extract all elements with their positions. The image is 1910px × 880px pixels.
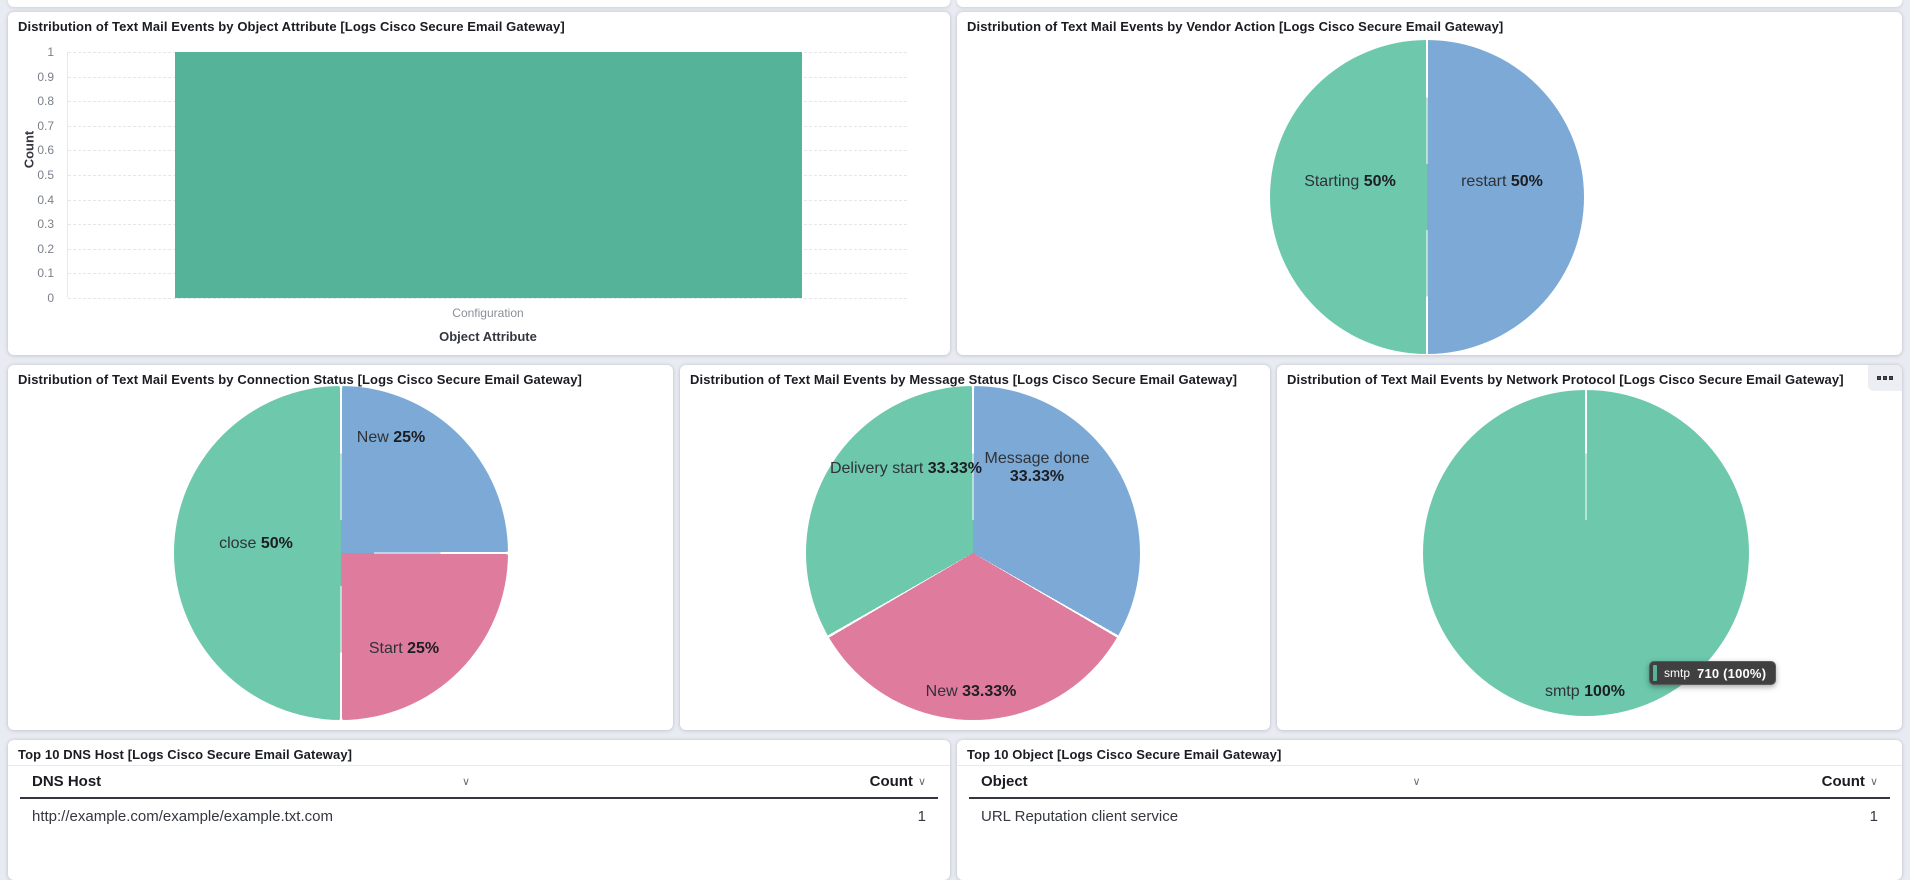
pie-slice-label: restart 50% — [1461, 173, 1543, 190]
table-body: http://example.com/example/example.txt.c… — [8, 799, 950, 833]
column-label: DNS Host — [32, 773, 102, 790]
message-status-pie[interactable]: Message done 33.33% New 33.33% Delivery sta… — [806, 386, 1140, 720]
chevron-down-icon[interactable]: ∨ — [461, 776, 471, 788]
panel-network-protocol: Distribution of Text Mail Events by Netw… — [1277, 365, 1902, 730]
pie-slice-label: New 33.33% — [925, 683, 1017, 700]
vendor-action-pie[interactable]: restart 50% Starting 50% — [1270, 40, 1584, 354]
column-header-count[interactable]: Count ∨ — [1822, 773, 1878, 790]
pie-slice-label: Message done 33.33% — [984, 450, 1090, 485]
panel-title: Distribution of Text Mail Events by Vend… — [967, 19, 1504, 34]
tooltip-swatch — [1653, 665, 1657, 681]
chart-tooltip: smtp 710 (100%) — [1649, 661, 1777, 685]
table-header: Object ∨ Count ∨ — [957, 765, 1902, 797]
panel-top10-dns-host: Top 10 DNS Host [Logs Cisco Secure Email… — [8, 740, 950, 880]
column-header-object[interactable]: Object ∨ — [981, 773, 1421, 790]
chevron-down-icon[interactable]: ∨ — [917, 776, 926, 788]
panel-top10-object: Top 10 Object [Logs Cisco Secure Email G… — [957, 740, 1902, 880]
column-header-dns-host[interactable]: DNS Host ∨ — [32, 773, 470, 790]
boxes-horizontal-icon — [1877, 376, 1881, 380]
y-tick-label: 0 — [47, 291, 54, 305]
column-label: Object — [981, 773, 1028, 790]
y-tick-label: 0.9 — [37, 69, 54, 84]
table-row[interactable]: http://example.com/example/example.txt.c… — [8, 799, 950, 833]
tooltip-label: smtp — [1664, 666, 1691, 680]
table-cell-count[interactable]: 1 — [917, 808, 926, 825]
panel-vendor-action: Distribution of Text Mail Events by Vend… — [957, 12, 1902, 355]
y-tick-label: 0.3 — [37, 217, 54, 232]
table-cell[interactable]: URL Reputation client service — [981, 808, 1179, 825]
y-tick-label: 0.8 — [37, 94, 54, 109]
y-tick-label: 1 — [47, 45, 54, 59]
table-body: URL Reputation client service 1 — [957, 799, 1902, 833]
y-tick-label: 0.4 — [37, 192, 54, 207]
bar-configuration[interactable] — [174, 52, 803, 298]
column-label: Count — [1821, 773, 1865, 790]
table-row[interactable]: URL Reputation client service 1 — [957, 799, 1902, 833]
chevron-down-icon[interactable]: ∨ — [1869, 776, 1878, 788]
pie-slice-label: Start 25% — [368, 640, 440, 657]
table-cell[interactable]: http://example.com/example/example.txt.c… — [32, 808, 333, 825]
y-tick-label: 0.7 — [37, 118, 54, 133]
panel-object-attribute: Distribution of Text Mail Events by Obje… — [8, 12, 950, 355]
connection-status-pie[interactable]: New 25% Start 25% close 50% — [174, 386, 508, 720]
table-header: DNS Host ∨ Count ∨ — [8, 765, 950, 797]
chevron-down-icon[interactable]: ∨ — [1412, 776, 1421, 788]
tooltip-value: 710 (100%) — [1697, 665, 1767, 681]
panel-message-status: Distribution of Text Mail Events by Mess… — [680, 365, 1270, 730]
pie-slice-label: Starting 50% — [1304, 173, 1396, 190]
panel-menu-button[interactable] — [1868, 365, 1902, 391]
boxes-horizontal-icon — [1883, 376, 1887, 380]
pie-slice-label: close 50% — [219, 535, 293, 552]
panel-title: Distribution of Text Mail Events by Netw… — [1287, 372, 1844, 387]
pie-slice-label: smtp 100% — [1544, 683, 1626, 700]
y-tick-label: 0.6 — [37, 143, 54, 158]
panel-title: Top 10 DNS Host [Logs Cisco Secure Email… — [18, 747, 353, 762]
panel-connection-status: Distribution of Text Mail Events by Conn… — [8, 365, 673, 730]
cut-panel-top-right — [957, 0, 1902, 7]
gridline — [68, 298, 907, 299]
column-label: Count — [869, 773, 913, 790]
panel-title: Distribution of Text Mail Events by Obje… — [18, 19, 565, 34]
header-divider — [20, 797, 938, 799]
column-header-count[interactable]: Count ∨ — [870, 773, 926, 790]
y-tick-label: 0.2 — [37, 241, 54, 256]
panel-title: Top 10 Object [Logs Cisco Secure Email G… — [967, 747, 1282, 762]
pie-slice-label: Delivery start 33.33% — [829, 460, 983, 477]
pie-slice-label: New 25% — [356, 429, 426, 446]
panel-title: Distribution of Text Mail Events by Mess… — [690, 372, 1238, 387]
y-tick-label: 0.1 — [37, 266, 54, 281]
y-tick-label: 0.5 — [37, 168, 54, 182]
header-divider — [969, 797, 1890, 799]
cut-panel-top-left — [8, 0, 950, 7]
table-cell-count[interactable]: 1 — [1869, 808, 1878, 825]
x-tick-label: Configuration — [452, 306, 524, 320]
y-axis-ticks: 1 0.9 0.8 0.7 0.6 0.5 0.4 0.3 0.2 0.1 0 — [14, 45, 60, 305]
boxes-horizontal-icon — [1889, 376, 1893, 380]
bar-chart-plot[interactable] — [67, 52, 907, 299]
x-axis-title: Object Attribute — [439, 329, 537, 344]
panel-title: Distribution of Text Mail Events by Conn… — [18, 372, 582, 387]
